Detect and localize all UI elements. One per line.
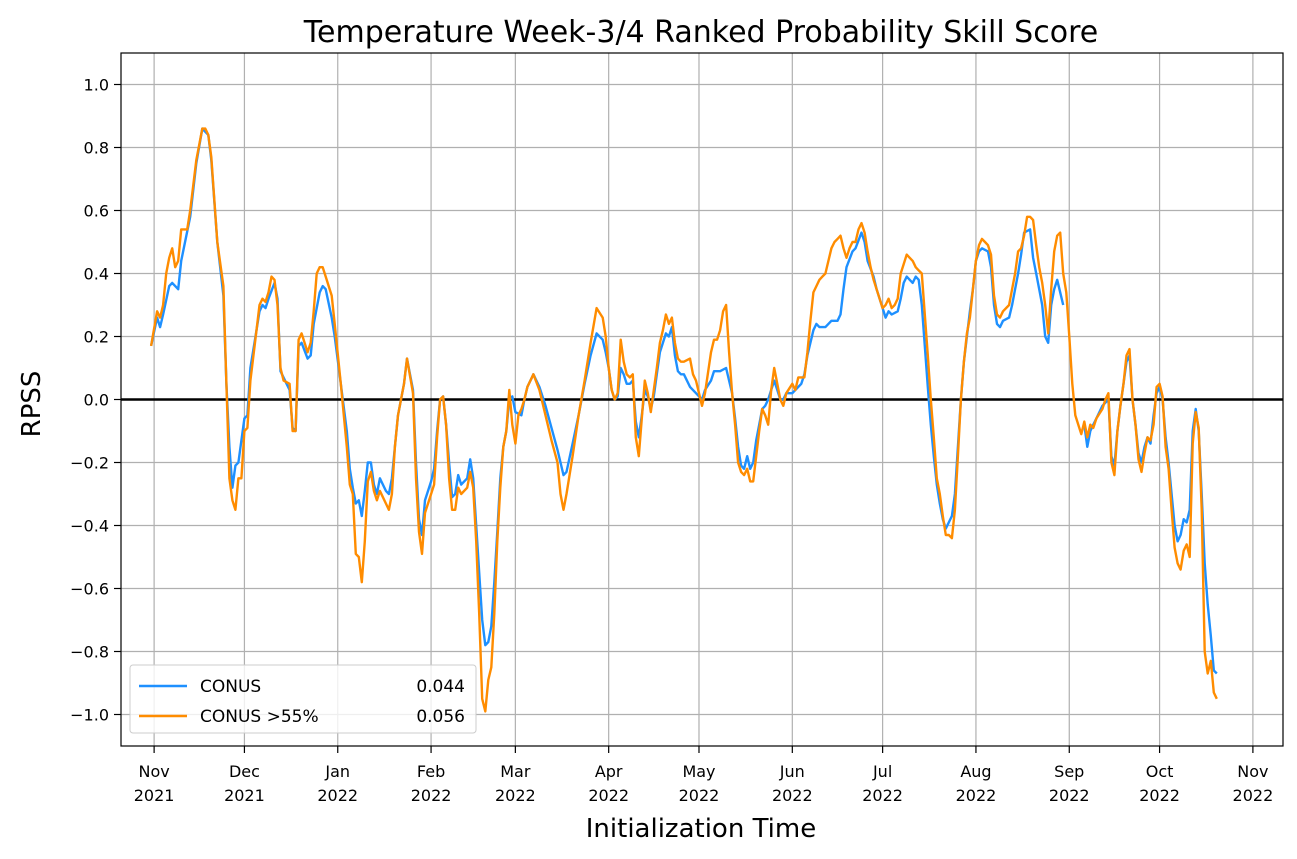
y-tick-label: 0.2 xyxy=(84,328,109,347)
x-tick-label-year: 2022 xyxy=(679,786,720,805)
y-tick-label: −0.8 xyxy=(70,643,109,662)
y-tick-label: 0.4 xyxy=(84,265,109,284)
x-tick-label-month: Jan xyxy=(324,762,350,781)
y-tick-label: −0.6 xyxy=(70,580,109,599)
x-tick-label-year: 2021 xyxy=(224,786,265,805)
y-tick-label: −0.2 xyxy=(70,454,109,473)
x-tick-label-month: Sep xyxy=(1054,762,1084,781)
x-tick-label-year: 2021 xyxy=(134,786,175,805)
x-tick-label-year: 2022 xyxy=(956,786,997,805)
legend: CONUS 0.044 CONUS >55% 0.056 xyxy=(129,664,477,734)
x-tick-label-month: Dec xyxy=(229,762,260,781)
series-lines xyxy=(149,127,1218,713)
y-tick-label: 0.0 xyxy=(84,391,109,410)
legend-label-conus-55: CONUS >55% xyxy=(200,707,319,727)
x-tick-label-month: Mar xyxy=(500,762,531,781)
series-line-conus xyxy=(149,127,1065,647)
legend-value-conus-55: 0.056 xyxy=(416,707,465,727)
y-axis-ticks: −1.0 −0.8 −0.6 −0.4 −0.2 0.0 0.2 0.4 0.6 0.8 1.0 xyxy=(70,76,121,725)
y-tick-label: 0.6 xyxy=(84,202,109,221)
x-tick-label-month: Apr xyxy=(595,762,623,781)
x-tick-label-month: Jun xyxy=(779,762,805,781)
x-tick-label-year: 2022 xyxy=(1049,786,1090,805)
legend-value-conus: 0.044 xyxy=(416,677,465,697)
legend-label-conus: CONUS xyxy=(200,677,261,697)
x-tick-label-year: 2022 xyxy=(862,786,903,805)
x-tick-label-month: Nov xyxy=(138,762,169,781)
x-tick-label-year: 2022 xyxy=(1233,786,1274,805)
y-axis-title: RPSS xyxy=(17,371,47,438)
chart-title: Temperature Week-3/4 Ranked Probability … xyxy=(303,15,1098,50)
x-axis-ticks: Nov 2021 Dec 2021 Jan 2022 Feb 2022 Mar 2022 Apr 20… xyxy=(134,746,1274,805)
x-tick-label-month: Oct xyxy=(1146,762,1174,781)
y-tick-label: −0.4 xyxy=(70,517,109,536)
legend-box xyxy=(129,664,477,734)
x-tick-label-month: Aug xyxy=(960,762,991,781)
x-tick-label-year: 2022 xyxy=(772,786,813,805)
y-tick-label: −1.0 xyxy=(70,706,109,725)
x-tick-label-month: Nov xyxy=(1237,762,1268,781)
x-tick-label-year: 2022 xyxy=(317,786,358,805)
x-tick-label-month: Feb xyxy=(417,762,445,781)
x-tick-label-year: 2022 xyxy=(411,786,452,805)
x-axis-title: Initialization Time xyxy=(586,814,816,844)
x-tick-label-month: Jul xyxy=(872,762,892,781)
y-tick-label: 0.8 xyxy=(84,139,109,158)
x-tick-label-year: 2022 xyxy=(495,786,536,805)
x-tick-label-year: 2022 xyxy=(1139,786,1180,805)
series-line-conus-55 xyxy=(149,127,1218,713)
x-tick-label-month: May xyxy=(682,762,715,781)
y-tick-label: 1.0 xyxy=(84,76,109,95)
x-tick-label-year: 2022 xyxy=(588,786,629,805)
